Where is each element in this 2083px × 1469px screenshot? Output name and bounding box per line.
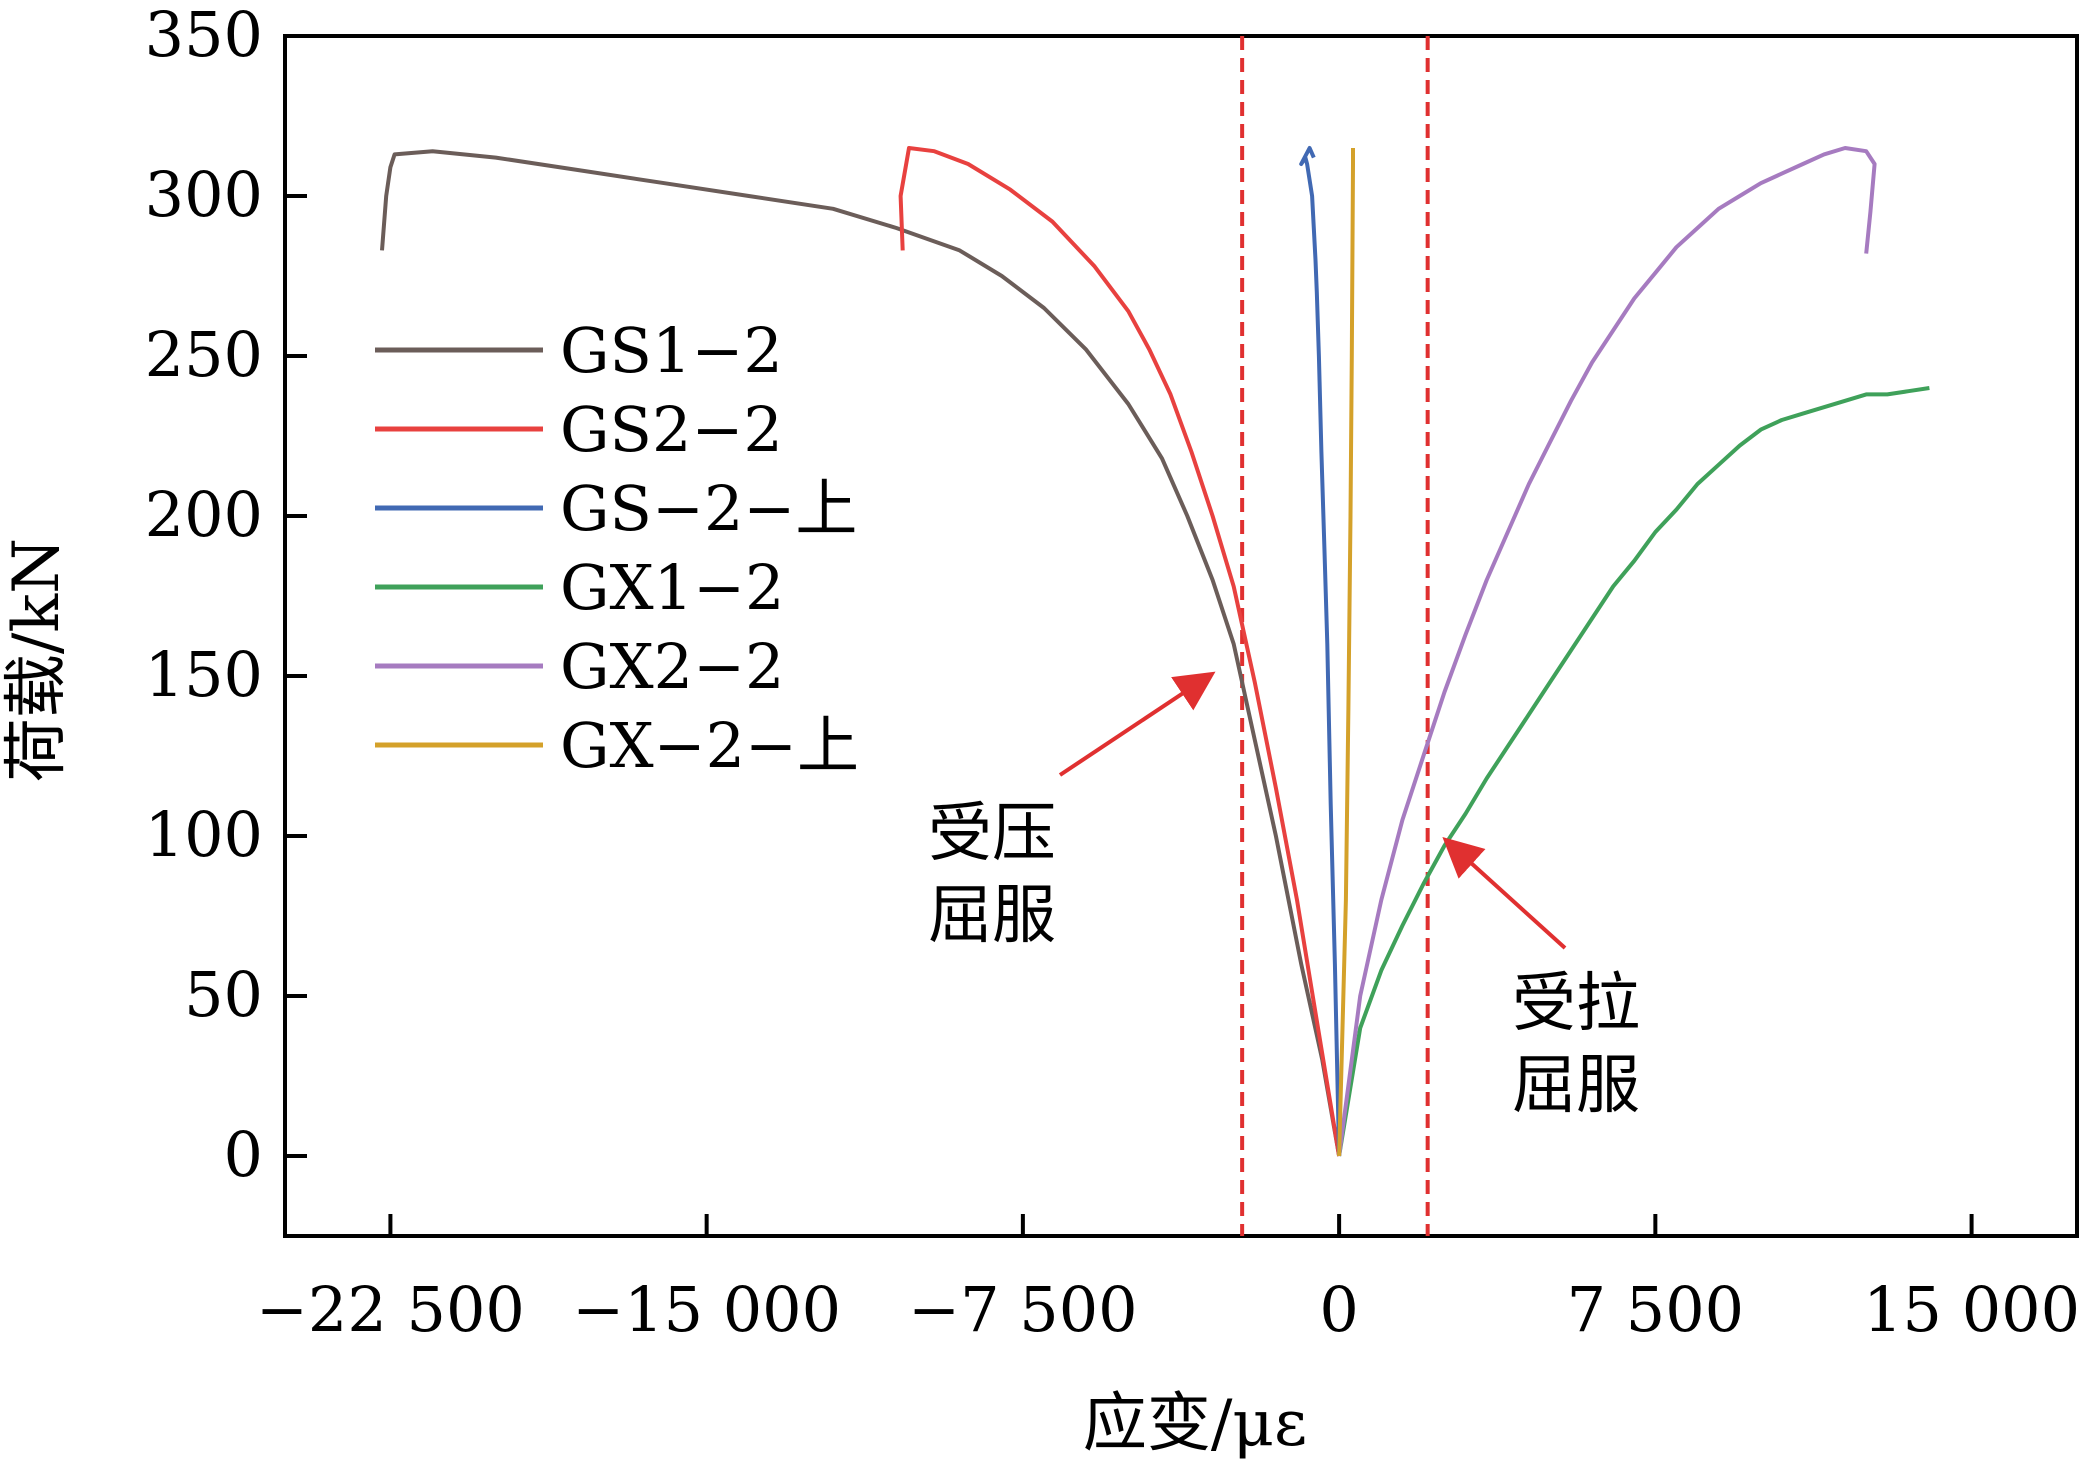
x-tick-label: −7 500: [908, 1273, 1137, 1346]
legend-label: GX2−2: [560, 630, 785, 703]
annotation-arrow: [1442, 837, 1567, 950]
plot-frame: [283, 34, 2079, 1238]
x-tick-label: 0: [1319, 1273, 1358, 1346]
y-tick-label: 100: [145, 798, 263, 871]
x-axis-title: 应变/με: [1083, 1387, 1307, 1461]
legend-label: GX1−2: [560, 551, 785, 624]
annotation-text: 屈服: [1512, 1049, 1640, 1123]
y-tick-label: 350: [145, 0, 263, 71]
reference-lines: [1240, 36, 1430, 1236]
y-tick-label: 250: [145, 318, 263, 391]
y-tick-label: 200: [145, 478, 263, 551]
y-tick-label: 50: [184, 958, 263, 1031]
y-axis-title: 荷载/kN: [0, 538, 74, 782]
annotation-arrow: [1058, 671, 1216, 777]
series-line: [1337, 146, 1877, 1157]
legend-label: GS2−2: [560, 393, 783, 466]
y-tick-label: 0: [224, 1118, 263, 1191]
annotation-text: 受压: [928, 797, 1056, 871]
x-tick-label: −15 000: [572, 1273, 841, 1346]
y-tick-label: 150: [145, 638, 263, 711]
series-line: [1299, 146, 1342, 1157]
series-line: [1337, 148, 1355, 1157]
legend-label: GS−2−上: [560, 472, 857, 545]
series-line: [898, 146, 1342, 1157]
x-tick-label: 7 500: [1567, 1273, 1745, 1346]
legend-label: GX−2−上: [560, 709, 859, 782]
annotation-text: 受拉: [1512, 967, 1640, 1041]
y-axis: 0 50 100 150 200 250 300 350: [145, 0, 307, 1191]
legend-label: GS1−2: [560, 314, 783, 387]
x-tick-label: 15 000: [1863, 1273, 2080, 1346]
x-tick-label: −22 500: [256, 1273, 525, 1346]
series-lines: [380, 146, 1930, 1157]
x-axis: −22 500 −15 000 −7 500 0 7 500 15 000: [256, 1214, 2080, 1346]
series-line: [380, 149, 1342, 1157]
series-line: [1337, 386, 1930, 1157]
y-tick-label: 300: [145, 158, 263, 231]
annotation-text: 屈服: [928, 879, 1056, 953]
